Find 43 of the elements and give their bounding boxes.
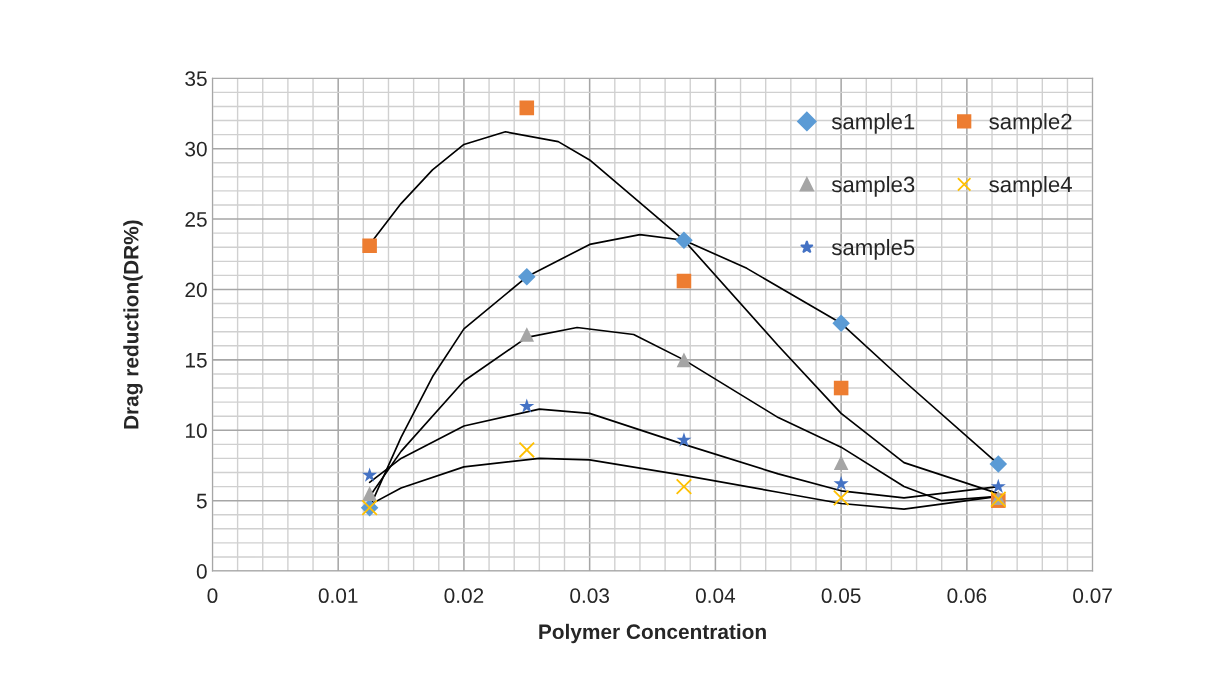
x-tick-label: 0.05 xyxy=(821,588,861,604)
y-axis-title: Drag reduction(DR%) xyxy=(123,220,143,429)
x-tick-label: 0.07 xyxy=(1073,588,1112,604)
y-tick-label: 0 xyxy=(196,564,207,579)
y-tick-label: 10 xyxy=(186,423,207,439)
point xyxy=(989,455,1008,473)
point xyxy=(833,455,849,470)
point xyxy=(832,489,850,507)
y-tick-label: 25 xyxy=(185,212,207,227)
y-tick-label: 5 xyxy=(196,493,207,509)
point xyxy=(676,432,692,447)
point xyxy=(990,478,1006,493)
point xyxy=(675,231,693,249)
point xyxy=(362,467,378,482)
legend-label: sample4 xyxy=(989,176,1072,197)
x-tick-label: 0.02 xyxy=(444,588,484,604)
point xyxy=(676,273,692,289)
point xyxy=(519,327,535,342)
point xyxy=(833,475,849,491)
point xyxy=(833,380,849,396)
y-tick-label: 30 xyxy=(185,141,207,157)
point xyxy=(362,486,377,501)
x-tick-label: 0.03 xyxy=(570,588,610,604)
legend-label: sample1 xyxy=(831,113,915,134)
x-tick-label: 0 xyxy=(207,588,218,604)
x-tick-label: 0.04 xyxy=(695,588,736,604)
x-tick-label: 0.01 xyxy=(318,588,358,604)
y-tick-label: 20 xyxy=(185,282,207,298)
point xyxy=(519,100,535,116)
y-tick-label: 15 xyxy=(186,353,207,368)
legend-label: sample2 xyxy=(989,113,1072,134)
y-tick-label: 35 xyxy=(185,71,207,87)
point xyxy=(676,352,692,368)
point xyxy=(518,268,536,286)
point xyxy=(675,478,693,495)
point xyxy=(362,238,377,254)
point xyxy=(519,398,535,413)
legend-label: sample3 xyxy=(831,176,915,197)
point xyxy=(832,314,850,333)
x-tick-label: 0.06 xyxy=(947,588,987,604)
legend-label: sample5 xyxy=(831,238,915,260)
point xyxy=(518,441,535,459)
x-axis-title: Polymer Concentration xyxy=(539,623,766,644)
